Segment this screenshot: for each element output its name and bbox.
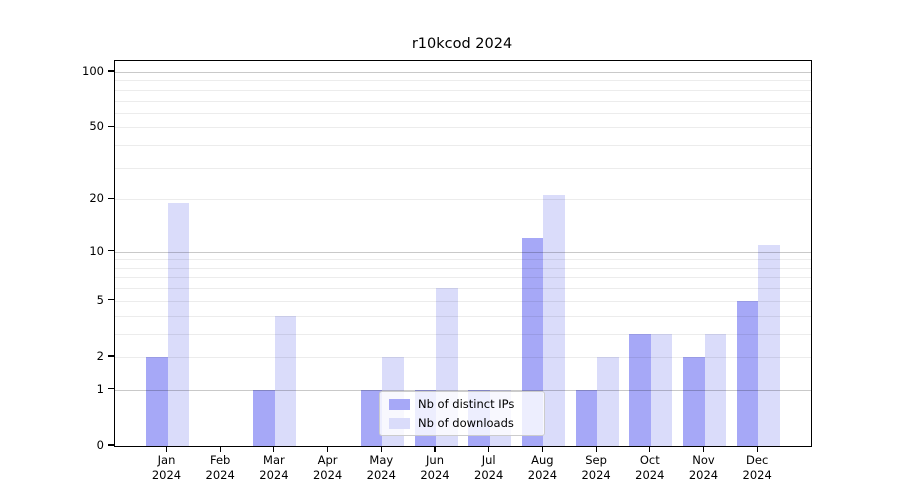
gridline-major-100: [115, 71, 811, 73]
x-tick-dec: [756, 446, 758, 452]
gridline-minor-70: [115, 100, 811, 102]
legend: Nb of distinct IPs Nb of downloads: [379, 391, 545, 436]
y-tick-50: [108, 125, 114, 127]
y-tick-5: [108, 299, 114, 301]
y-tick-label-1: 1: [96, 381, 104, 396]
y-tick-2: [108, 355, 114, 357]
bar-ips-may: [360, 389, 383, 446]
legend-swatch-distinct-ips: [389, 399, 410, 410]
gridline-minor-6: [115, 288, 811, 290]
x-tick-label-nov: Nov 2024: [688, 453, 719, 482]
x-tick-aug: [541, 446, 543, 452]
legend-label-distinct-ips: Nb of distinct IPs: [418, 397, 515, 411]
x-tick-mar: [273, 446, 275, 452]
gridline-minor-80: [115, 89, 811, 91]
bar-downloads-mar: [274, 315, 297, 446]
bar-downloads-nov: [704, 333, 726, 446]
gridline-minor-2: [115, 356, 811, 358]
gridline-minor-30: [115, 167, 811, 169]
y-tick-1: [108, 388, 114, 390]
x-tick-oct: [649, 446, 651, 452]
gridline-major-1: [115, 389, 811, 391]
chart-title: r10kcod 2024: [411, 36, 513, 52]
x-tick-label-jul: Jul 2024: [474, 453, 504, 482]
gridline-minor-5: [115, 300, 811, 302]
gridline-minor-9: [115, 259, 811, 261]
x-tick-may: [380, 446, 382, 452]
y-tick-label-2: 2: [96, 348, 104, 363]
x-tick-label-jan: Jan 2024: [151, 453, 182, 482]
bar-ips-jan: [146, 356, 168, 446]
gridline-minor-40: [115, 145, 811, 146]
bar-ips-dec: [736, 300, 759, 446]
bar-ips-sep: [575, 389, 598, 446]
y-tick-label-20: 20: [89, 191, 104, 206]
gridline-minor-90: [115, 80, 811, 82]
gridline-minor-3: [115, 333, 811, 335]
bar-downloads-oct: [650, 333, 673, 446]
bar-downloads-jan: [167, 203, 189, 446]
legend-row-distinct-ips: Nb of distinct IPs: [389, 398, 536, 411]
gridline-minor-7: [115, 277, 811, 279]
bar-downloads-sep: [597, 356, 619, 446]
x-tick-label-aug: Aug 2024: [527, 453, 558, 482]
x-tick-apr: [327, 446, 329, 452]
legend-label-downloads: Nb of downloads: [418, 416, 514, 430]
y-tick-20: [108, 197, 114, 199]
legend-swatch-downloads: [389, 418, 410, 429]
y-tick-0: [108, 444, 114, 446]
y-tick-10: [108, 250, 114, 252]
gridline-minor-60: [115, 112, 811, 114]
x-tick-label-apr: Apr 2024: [312, 453, 343, 482]
bar-downloads-dec: [758, 244, 780, 446]
gridline-minor-4: [115, 315, 811, 317]
gridline-minor-8: [115, 267, 811, 269]
bar-ips-mar: [253, 389, 275, 446]
x-tick-jan: [165, 446, 168, 452]
y-tick-label-5: 5: [96, 292, 104, 307]
plot-area: [114, 60, 812, 447]
y-tick-100: [108, 70, 114, 72]
x-tick-label-feb: Feb 2024: [205, 453, 235, 482]
x-tick-nov: [702, 446, 705, 452]
bar-ips-nov: [683, 356, 705, 446]
x-tick-label-may: May 2024: [366, 453, 396, 482]
x-tick-label-dec: Dec 2024: [742, 453, 772, 482]
y-tick-label-0: 0: [96, 438, 104, 452]
x-tick-label-oct: Oct 2024: [635, 453, 665, 482]
gridline-minor-50: [115, 127, 811, 129]
y-tick-label-10: 10: [89, 243, 104, 258]
gridline-major-10: [115, 251, 811, 253]
y-tick-label-100: 100: [82, 63, 104, 78]
bar-ips-oct: [629, 333, 651, 446]
x-tick-label-jun: Jun 2024: [420, 453, 450, 482]
legend-row-downloads: Nb of downloads: [389, 417, 536, 430]
y-tick-label-50: 50: [89, 119, 104, 134]
x-tick-label-sep: Sep 2024: [581, 453, 611, 482]
x-tick-jul: [488, 446, 490, 452]
bar-downloads-aug: [543, 195, 565, 446]
x-tick-jun: [434, 446, 436, 452]
x-tick-label-mar: Mar 2024: [259, 453, 289, 482]
gridline-minor-20: [115, 199, 811, 201]
x-tick-sep: [595, 446, 597, 452]
x-tick-feb: [219, 446, 221, 452]
